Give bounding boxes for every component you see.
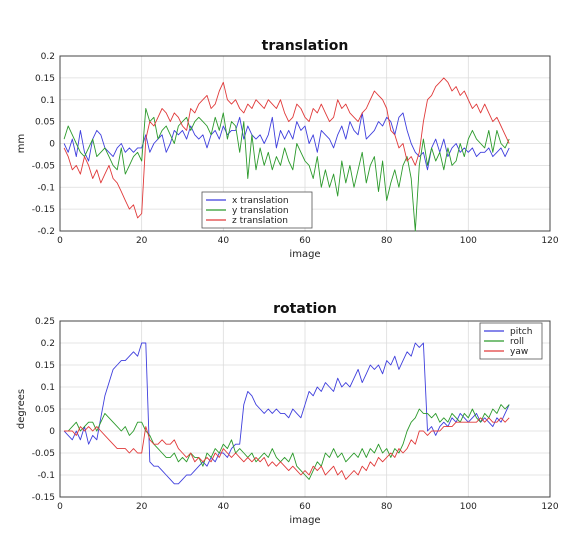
x-tick-label: 80 xyxy=(381,236,393,246)
y-tick-label: -0.05 xyxy=(32,161,55,171)
y-tick-label: -0.1 xyxy=(37,183,55,193)
y-tick-label: 0.05 xyxy=(35,405,55,415)
x-tick-label: 60 xyxy=(299,502,311,512)
rotation-panel: rotation 0 20 40 60 80 100 120-0.15-0.1-0.0500… xyxy=(16,301,559,526)
legend-label: pitch xyxy=(510,327,532,337)
y-axis-label: mm xyxy=(16,134,27,153)
tick-labels: 0 20 40 60 80 100 120 -0.15 -0.1 -0.05 0 0.05 0.1 0.1… xyxy=(32,317,559,512)
legend-label: y translation xyxy=(232,206,289,216)
x-tick-label: 60 xyxy=(299,236,311,246)
legend-label: z translation xyxy=(232,216,288,226)
y-tick-label: -0.15 xyxy=(32,205,55,215)
legend-label: yaw xyxy=(510,347,528,357)
series-line-roll xyxy=(64,404,510,480)
x-tick-label: 0 xyxy=(57,502,63,512)
y-tick-label: 0.15 xyxy=(35,74,55,84)
tick-labels: 0 20 40 60 80 100 120 -0.2 -0.15 -0.1 -0.05 0 0.05 0.… xyxy=(32,52,559,246)
x-tick-label: 80 xyxy=(381,502,393,512)
x-tick-label: 40 xyxy=(218,502,230,512)
y-tick-label: 0.2 xyxy=(41,52,55,62)
y-tick-label: 0.05 xyxy=(35,118,55,128)
y-tick-label: -0.15 xyxy=(32,493,55,503)
x-axis-label: image xyxy=(289,249,320,260)
x-axis-label: image xyxy=(289,515,320,526)
y-tick-label: -0.1 xyxy=(37,471,55,481)
series-line-z-translation xyxy=(63,77,510,219)
chart-title: rotation xyxy=(273,301,337,317)
y-tick-label: 0.2 xyxy=(41,339,55,349)
series-line-yaw xyxy=(64,417,510,480)
y-tick-label: -0.05 xyxy=(32,449,55,459)
y-tick-label: 0 xyxy=(49,427,55,437)
translation-panel: translation 0 20 40 60 80 100 120 -0.2 -0.15 -0.1… xyxy=(16,38,559,260)
y-tick-label: 0.15 xyxy=(35,361,55,371)
y-tick-label: 0.25 xyxy=(35,317,55,327)
series-line-y-translation xyxy=(63,108,510,232)
series-lines xyxy=(63,77,510,232)
x-tick-label: 120 xyxy=(541,236,558,246)
plot-area xyxy=(59,55,551,232)
y-tick-label: 0.1 xyxy=(41,383,55,393)
x-tick-label: 100 xyxy=(460,502,477,512)
x-tick-label: 40 xyxy=(218,236,230,246)
x-tick-label: 0 xyxy=(57,236,63,246)
series-line-x-translation xyxy=(63,112,510,171)
y-tick-label: 0.1 xyxy=(41,96,55,106)
y-axis-label: degrees xyxy=(16,389,27,429)
x-tick-label: 120 xyxy=(541,502,558,512)
plot-area xyxy=(59,320,551,498)
series-lines xyxy=(63,342,510,485)
legend-label: x translation xyxy=(232,196,289,206)
y-tick-label: 0 xyxy=(49,140,55,150)
x-tick-label: 20 xyxy=(136,502,148,512)
chart-title: translation xyxy=(262,38,349,54)
legend-label: roll xyxy=(510,337,524,347)
series-line-pitch xyxy=(63,342,510,485)
x-tick-label: 100 xyxy=(460,236,477,246)
y-tick-label: -0.2 xyxy=(37,227,55,237)
x-tick-label: 20 xyxy=(136,236,148,246)
